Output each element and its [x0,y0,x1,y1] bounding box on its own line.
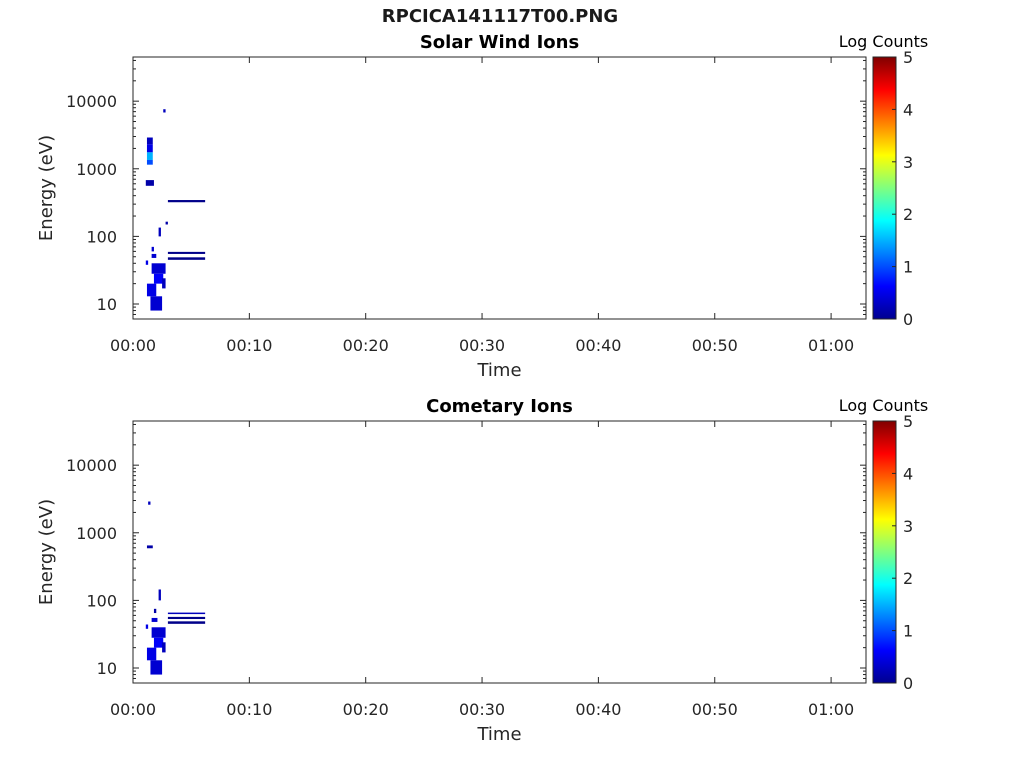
x-axis-label: Time [476,724,521,745]
heatmap-cell [165,221,168,225]
colorbar-tick-label: 0 [903,674,913,693]
x-tick-label: 01:00 [808,336,854,355]
x-tick-label: 00:30 [459,700,505,719]
y-tick-label: 10000 [66,92,117,111]
colorbar-label: Log Counts [839,32,929,51]
heatmap-cell [151,246,154,252]
colorbar-tick-label: 4 [903,100,913,119]
heatmap-cell [167,251,206,254]
x-tick-label: 00:00 [110,336,156,355]
heatmap-cell [145,260,149,265]
x-tick-label: 00:10 [226,700,272,719]
heatmap-cell [151,263,166,274]
colorbar-tick-label: 3 [903,517,913,536]
heatmap-cell [148,501,151,505]
y-axis-label: Energy (eV) [36,499,57,605]
heatmap-cell [162,642,166,653]
heatmap-cell [150,296,163,311]
y-tick-label: 10 [97,295,117,314]
heatmap-cell [153,608,157,614]
heatmap-cell [167,616,206,620]
x-tick-label: 00:50 [692,700,738,719]
colorbar-tick-label: 3 [903,153,913,172]
heatmap-cell [146,545,153,549]
heatmap-cell [167,200,206,203]
heatmap-cell [145,180,154,186]
colorbar-tick-label: 1 [903,622,913,641]
x-tick-label: 00:20 [343,700,389,719]
x-axis-label: Time [476,360,521,381]
heatmap-cell [162,278,166,289]
figure-title: RPCICA141117T00.PNG [381,6,619,27]
heatmap-cell [167,257,206,260]
heatmap-cell [151,617,158,622]
y-tick-label: 1000 [76,160,117,179]
x-tick-label: 00:40 [575,336,621,355]
solar-wind-ions-panel: 00:00 00:10 00:20 00:30 00:40 00:50 01:0010100… [36,32,928,381]
plot-frame [132,420,867,684]
heatmap-cell [153,637,164,648]
heatmap-cell [153,273,164,284]
heatmap-cell [151,253,157,258]
colorbar-tick-label: 5 [903,48,913,67]
heatmap-cell [146,152,153,160]
colorbar-tick-label: 0 [903,310,913,329]
y-tick-label: 1000 [76,524,117,543]
heatmap-cell [158,589,161,601]
x-tick-label: 00:10 [226,336,272,355]
colorbar-tick-label: 5 [903,412,913,431]
heatmap-cell [163,109,166,113]
heatmap-cell [167,612,206,615]
x-tick-label: 00:30 [459,336,505,355]
y-axis-label: Energy (eV) [36,135,57,241]
x-tick-label: 00:50 [692,336,738,355]
heatmap-cell [151,627,166,638]
plot-frame [132,56,867,320]
panel-title: Cometary Ions [426,396,573,417]
colorbar-tick-label: 2 [903,569,913,588]
colorbar [872,56,897,320]
x-tick-label: 00:40 [575,700,621,719]
heatmap-cell [145,624,149,629]
spectrogram-cells [145,109,206,311]
colorbar-tick-label: 4 [903,464,913,483]
y-tick-label: 10000 [66,456,117,475]
x-tick-label: 00:20 [343,336,389,355]
y-tick-label: 100 [86,227,117,246]
cometary-ions-panel: 00:00 00:10 00:20 00:30 00:40 00:50 01:0010100… [36,396,928,745]
x-tick-label: 00:00 [110,700,156,719]
x-tick-label: 01:00 [808,700,854,719]
heatmap-cell [146,283,157,297]
colorbar [872,420,897,684]
heatmap-cell [158,227,161,237]
spectrogram-cells [145,501,206,675]
heatmap-cell [150,660,163,675]
y-tick-label: 100 [86,591,117,610]
panel-title: Solar Wind Ions [420,32,579,53]
colorbar-label: Log Counts [839,396,929,415]
heatmap-cell [146,647,157,661]
heatmap-cell [146,137,153,145]
colorbar-tick-label: 2 [903,205,913,224]
heatmap-cell [146,159,153,165]
colorbar-tick-label: 1 [903,258,913,277]
y-tick-label: 10 [97,659,117,678]
heatmap-cell [167,621,206,624]
heatmap-cell [146,144,153,153]
